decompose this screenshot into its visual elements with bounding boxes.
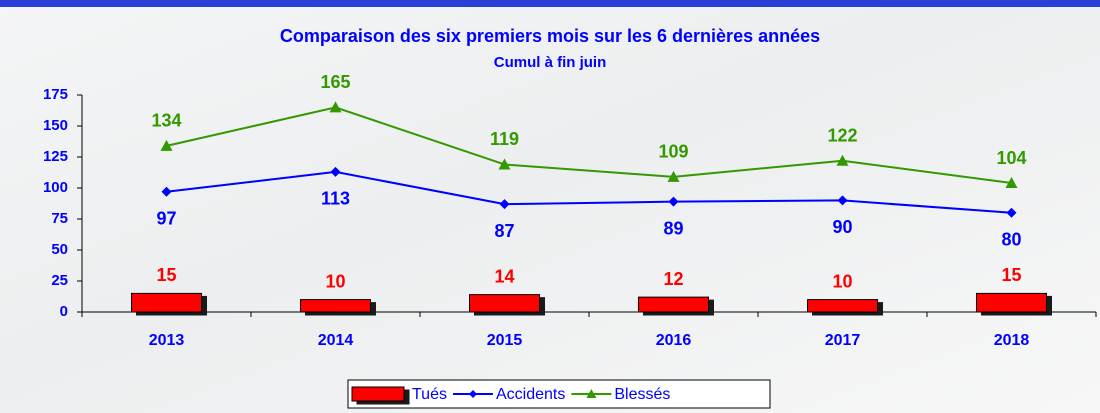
data-label: 109 [658,142,688,162]
x-tick-label: 2018 [994,332,1030,349]
bar [301,300,371,312]
y-tick-label: 125 [43,148,68,165]
data-label: 90 [832,217,852,237]
chart-title: Comparaison des six premiers mois sur le… [280,26,820,46]
legend-label: Blessés [614,386,670,403]
data-label: 15 [1001,265,1021,285]
legend-label: Tués [412,386,447,403]
y-tick-label: 50 [51,241,68,258]
y-tick-label: 25 [51,272,68,289]
data-label: 10 [832,271,852,291]
data-label: 15 [156,265,176,285]
y-tick-label: 0 [60,303,68,320]
legend-label: Accidents [496,386,565,403]
y-tick-label: 150 [43,117,68,134]
bar [977,293,1047,312]
x-tick-label: 2014 [318,332,354,349]
legend-swatch [352,387,404,401]
chart-subtitle: Cumul à fin juin [494,54,607,71]
bar [639,297,709,312]
bar [808,300,878,312]
data-label: 134 [151,111,181,131]
data-label: 14 [494,266,514,286]
data-label: 165 [320,72,350,92]
chart: Comparaison des six premiers mois sur le… [0,0,1100,413]
data-label: 113 [321,189,350,209]
data-label: 122 [827,125,857,145]
data-label: 119 [490,129,519,149]
bar [132,293,202,312]
data-label: 89 [663,218,683,238]
bar [470,295,540,312]
x-tick-label: 2013 [149,332,185,349]
y-tick-label: 175 [43,86,68,103]
data-label: 80 [1001,230,1021,250]
y-tick-label: 100 [43,179,68,196]
y-tick-label: 75 [51,210,68,227]
top-border [0,0,1100,7]
data-label: 87 [494,221,514,241]
x-tick-label: 2016 [656,332,692,349]
x-tick-label: 2015 [487,332,523,349]
data-label: 104 [996,148,1026,168]
data-label: 10 [325,271,345,291]
data-label: 12 [663,269,683,289]
data-label: 97 [156,208,176,228]
x-tick-label: 2017 [825,332,861,349]
